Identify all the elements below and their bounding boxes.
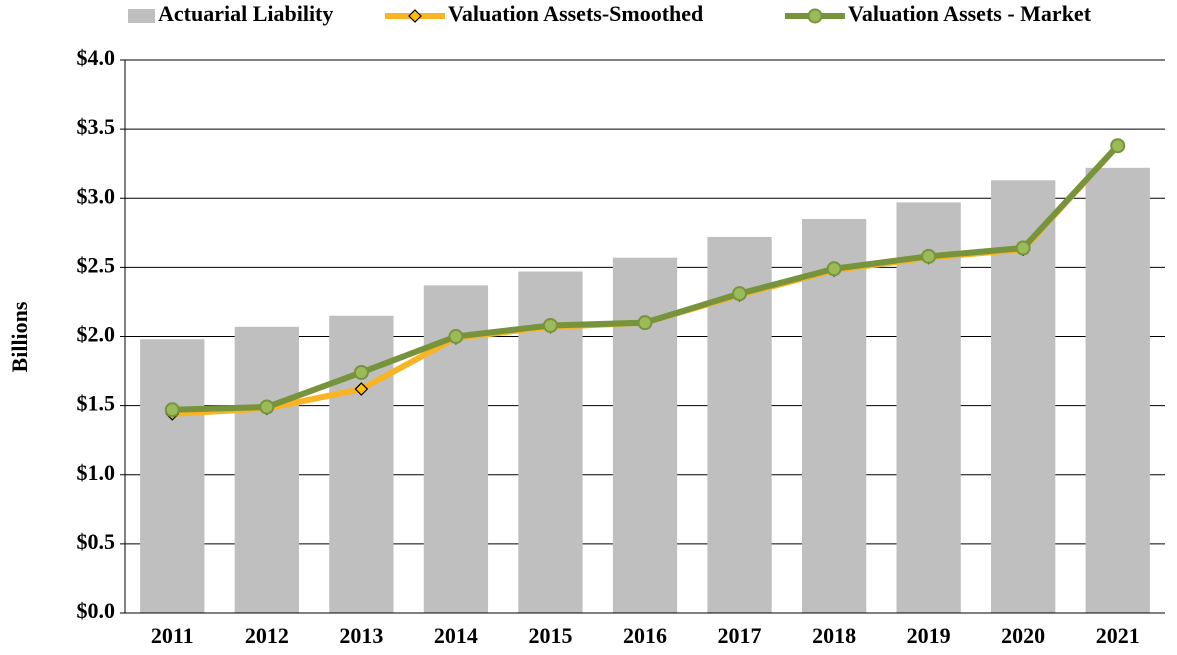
- bar: [801, 218, 867, 614]
- point: [826, 261, 842, 277]
- legend-marker: [807, 8, 823, 24]
- point: [542, 317, 558, 333]
- bar: [234, 326, 299, 613]
- y-tick-label: $3.0: [77, 183, 116, 208]
- point: [1015, 240, 1031, 256]
- y-tick-label: $1.0: [77, 460, 116, 485]
- legend-label: Valuation Assets - Market: [848, 1, 1092, 26]
- point: [354, 382, 369, 396]
- x-tick-label: 2017: [718, 623, 762, 648]
- point: [164, 402, 180, 418]
- point: [259, 399, 275, 415]
- point: [448, 329, 464, 344]
- legend-marker: [408, 9, 422, 23]
- point: [732, 286, 748, 302]
- legend-swatch: [128, 9, 155, 23]
- legend-label: Valuation Assets-Smoothed: [448, 1, 703, 26]
- bar: [140, 339, 205, 613]
- bar: [1085, 167, 1150, 613]
- x-tick-label: 2013: [339, 623, 383, 648]
- y-tick-label: $1.5: [77, 391, 116, 416]
- x-tick-label: 2012: [245, 623, 289, 648]
- y-tick-label: $2.0: [77, 322, 116, 347]
- point: [637, 315, 653, 331]
- y-tick-label: $0.5: [77, 529, 116, 554]
- y-tick-label: $4.0: [77, 45, 116, 70]
- point: [1110, 138, 1126, 154]
- x-tick-label: 2015: [528, 623, 572, 648]
- x-tick-label: 2018: [812, 623, 856, 648]
- x-tick-label: 2016: [623, 623, 667, 648]
- x-tick-label: 2021: [1096, 623, 1140, 648]
- y-tick-label: $2.5: [77, 252, 116, 277]
- x-tick-label: 2019: [907, 623, 951, 648]
- y-tick-label: $0.0: [77, 598, 116, 623]
- x-tick-label: 2020: [1001, 623, 1045, 648]
- legend-label: Actuarial Liability: [158, 1, 333, 26]
- bar: [896, 202, 961, 613]
- x-tick-label: 2014: [434, 623, 478, 648]
- y-axis-label: Billions: [7, 301, 32, 372]
- y-tick-label: $3.5: [77, 114, 116, 139]
- point: [353, 364, 369, 380]
- bar: [612, 257, 678, 613]
- point: [921, 248, 937, 264]
- bar: [329, 315, 394, 613]
- x-tick-label: 2011: [151, 623, 194, 648]
